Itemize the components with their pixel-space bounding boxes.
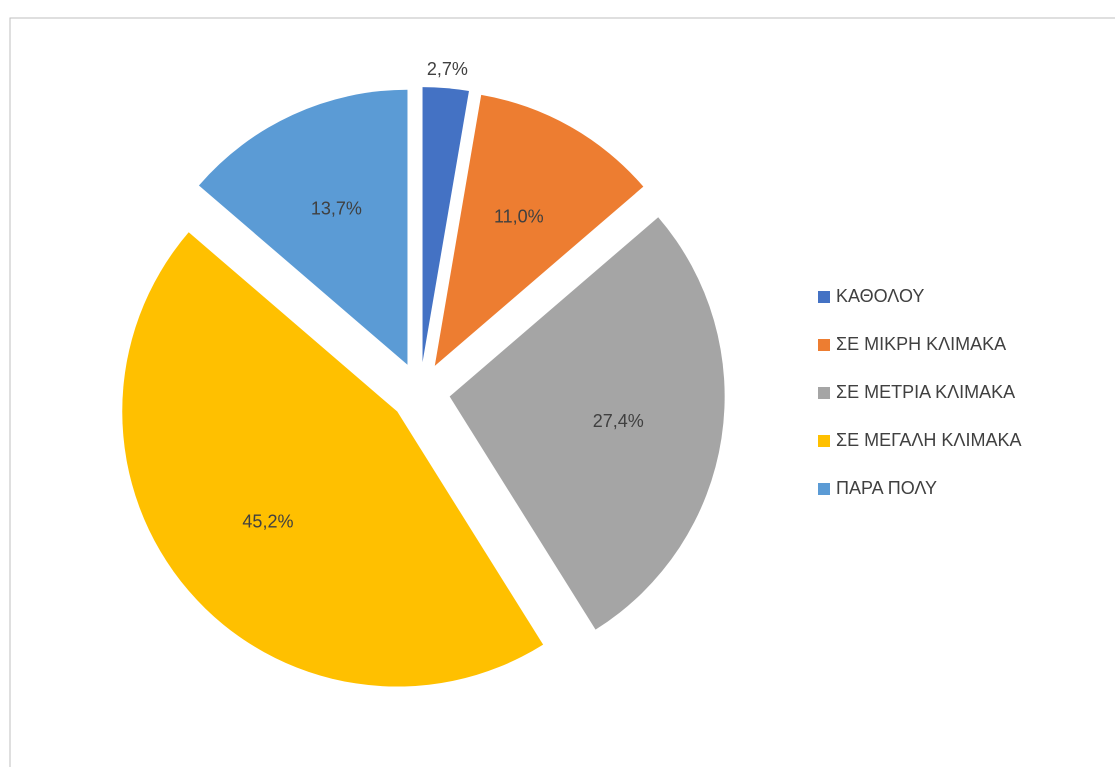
pie-slice [422,87,469,363]
data-label: 13,7% [311,199,362,219]
legend-swatch [818,435,830,447]
legend-label: ΠΑΡΑ ΠΟΛΥ [836,478,937,498]
legend-swatch [818,291,830,303]
legend-label: ΣΕ ΜΕΓΑΛΗ ΚΛΙΜΑΚΑ [836,430,1021,450]
data-label: 2,7% [427,59,468,79]
legend-swatch [818,483,830,495]
pie-slice [449,217,725,630]
legend-label: ΣΕ ΜΕΤΡΙΑ ΚΛΙΜΑΚΑ [836,382,1015,402]
legend-label: ΚΑΘΟΛΟΥ [836,286,924,306]
legend-label: ΣΕ ΜΙΚΡΗ ΚΛΙΜΑΚΑ [836,334,1006,354]
data-label: 45,2% [242,511,293,531]
legend-swatch [818,387,830,399]
legend-swatch [818,339,830,351]
chart-frame [9,17,1115,767]
data-label: 11,0% [494,206,544,226]
pie-slice [122,232,544,687]
data-label: 27,4% [593,411,644,431]
pie-slice [198,89,408,365]
pie-slice [434,94,644,366]
